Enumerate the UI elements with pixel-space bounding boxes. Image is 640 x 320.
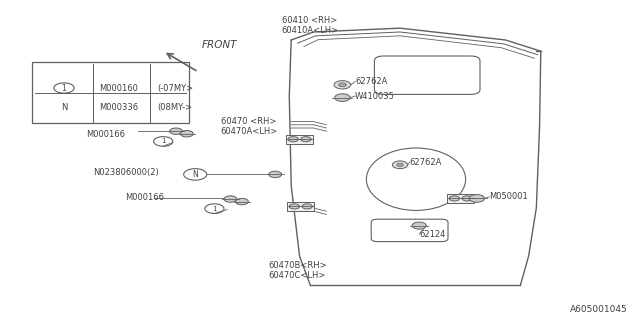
FancyBboxPatch shape [371, 219, 448, 242]
Circle shape [301, 137, 311, 142]
Text: 1: 1 [161, 139, 166, 144]
Circle shape [180, 131, 193, 137]
Bar [286, 135, 313, 144]
FancyBboxPatch shape [32, 62, 189, 123]
Circle shape [339, 83, 346, 87]
Circle shape [236, 198, 248, 205]
Circle shape [170, 128, 182, 134]
Text: 60470C<LH>: 60470C<LH> [269, 271, 326, 280]
Text: (-07MY>: (-07MY> [157, 84, 193, 92]
Text: 60410 <RH>: 60410 <RH> [282, 16, 337, 25]
Text: M000166: M000166 [125, 193, 164, 202]
Text: 60470A<LH>: 60470A<LH> [221, 127, 278, 136]
Text: (08MY->: (08MY-> [157, 103, 192, 112]
FancyBboxPatch shape [374, 56, 480, 94]
Text: W410035: W410035 [355, 92, 395, 100]
Circle shape [224, 196, 237, 202]
Circle shape [269, 171, 282, 178]
Text: N: N [61, 103, 67, 112]
Circle shape [302, 204, 312, 209]
Text: 62762A: 62762A [355, 77, 388, 86]
Circle shape [462, 196, 472, 201]
Circle shape [392, 161, 408, 169]
Text: FRONT: FRONT [202, 40, 237, 50]
Circle shape [397, 163, 403, 166]
Circle shape [335, 94, 350, 101]
Bar [447, 194, 474, 203]
Text: 1: 1 [61, 84, 67, 92]
Text: M000336: M000336 [99, 103, 138, 112]
Text: 1: 1 [212, 206, 217, 212]
Text: M000166: M000166 [86, 130, 125, 139]
Text: A605001045: A605001045 [570, 305, 627, 314]
Text: 60470 <RH>: 60470 <RH> [221, 117, 276, 126]
Bar [287, 202, 314, 211]
Circle shape [449, 196, 460, 201]
Text: 60470B<RH>: 60470B<RH> [269, 261, 328, 270]
Text: 62124: 62124 [419, 230, 445, 239]
Text: N023806000(2): N023806000(2) [93, 168, 159, 177]
Circle shape [289, 204, 300, 209]
Text: 60410A<LH>: 60410A<LH> [282, 26, 339, 35]
Circle shape [288, 137, 298, 142]
Circle shape [412, 222, 426, 229]
Circle shape [469, 195, 484, 202]
Text: M050001: M050001 [490, 192, 529, 201]
Text: 62762A: 62762A [410, 158, 442, 167]
Text: N: N [193, 170, 198, 179]
Circle shape [334, 81, 351, 89]
Text: M000160: M000160 [99, 84, 138, 92]
